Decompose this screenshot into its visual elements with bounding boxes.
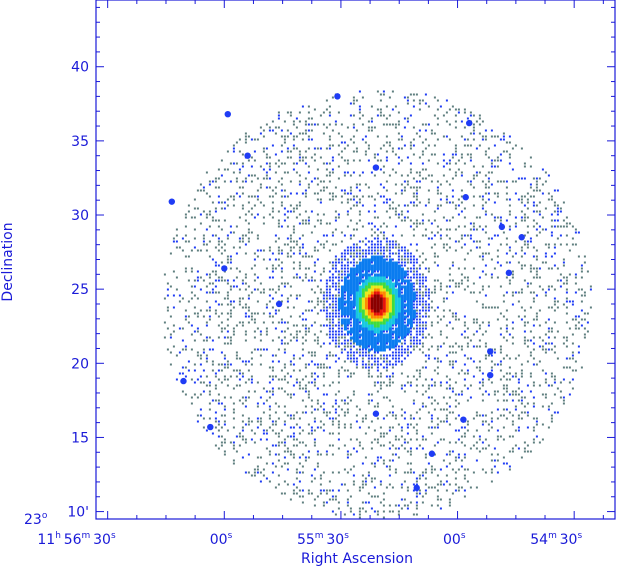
y-tick-label: 30 [71,208,89,224]
point-source [466,119,473,127]
y-tick-label: 40 [71,60,89,76]
y-tick-label: 35 [71,134,89,150]
point-source [180,377,187,385]
y-tick-labels: 10' 15 20 25 30 35 40 [67,60,89,521]
point-source [221,265,228,272]
x-tick-labels: 11h 56m 30s 00s 55m 30s 00s 54m 30s [37,531,582,548]
point-source [428,450,436,457]
x-tick-label: 11h 56m 30s [37,531,116,548]
x-tick-label: 00s [443,531,466,548]
axis-ticks [96,0,615,519]
x-tick-label: 55m 30s [297,531,349,548]
point-source [487,371,494,379]
point-source [224,110,231,118]
x-axis-label: Right Ascension [301,551,413,567]
y-tick-label: 10' [67,505,89,521]
y-tick-label: 15 [71,430,89,446]
y-tick-label: 25 [71,282,89,298]
y-axis-label: Declination [0,222,16,301]
point-source [505,269,513,277]
point-source [244,152,251,159]
x-tick-label: 54m 30s [530,531,582,548]
point-source [518,234,525,241]
point-source [487,348,494,355]
y-prefix-label: 23o [24,511,48,528]
point-source [460,416,467,423]
point-source [334,93,341,100]
point-source [462,194,469,201]
point-source [275,300,283,308]
point-source [207,423,214,431]
point-source [413,484,420,492]
x-tick-label: 00s [210,531,233,548]
point-source [372,410,380,417]
emission-image [163,90,592,519]
point-source [498,223,506,231]
y-tick-label: 20 [71,356,89,372]
point-source [168,198,176,205]
point-source [372,164,380,171]
point-sources [168,93,525,492]
